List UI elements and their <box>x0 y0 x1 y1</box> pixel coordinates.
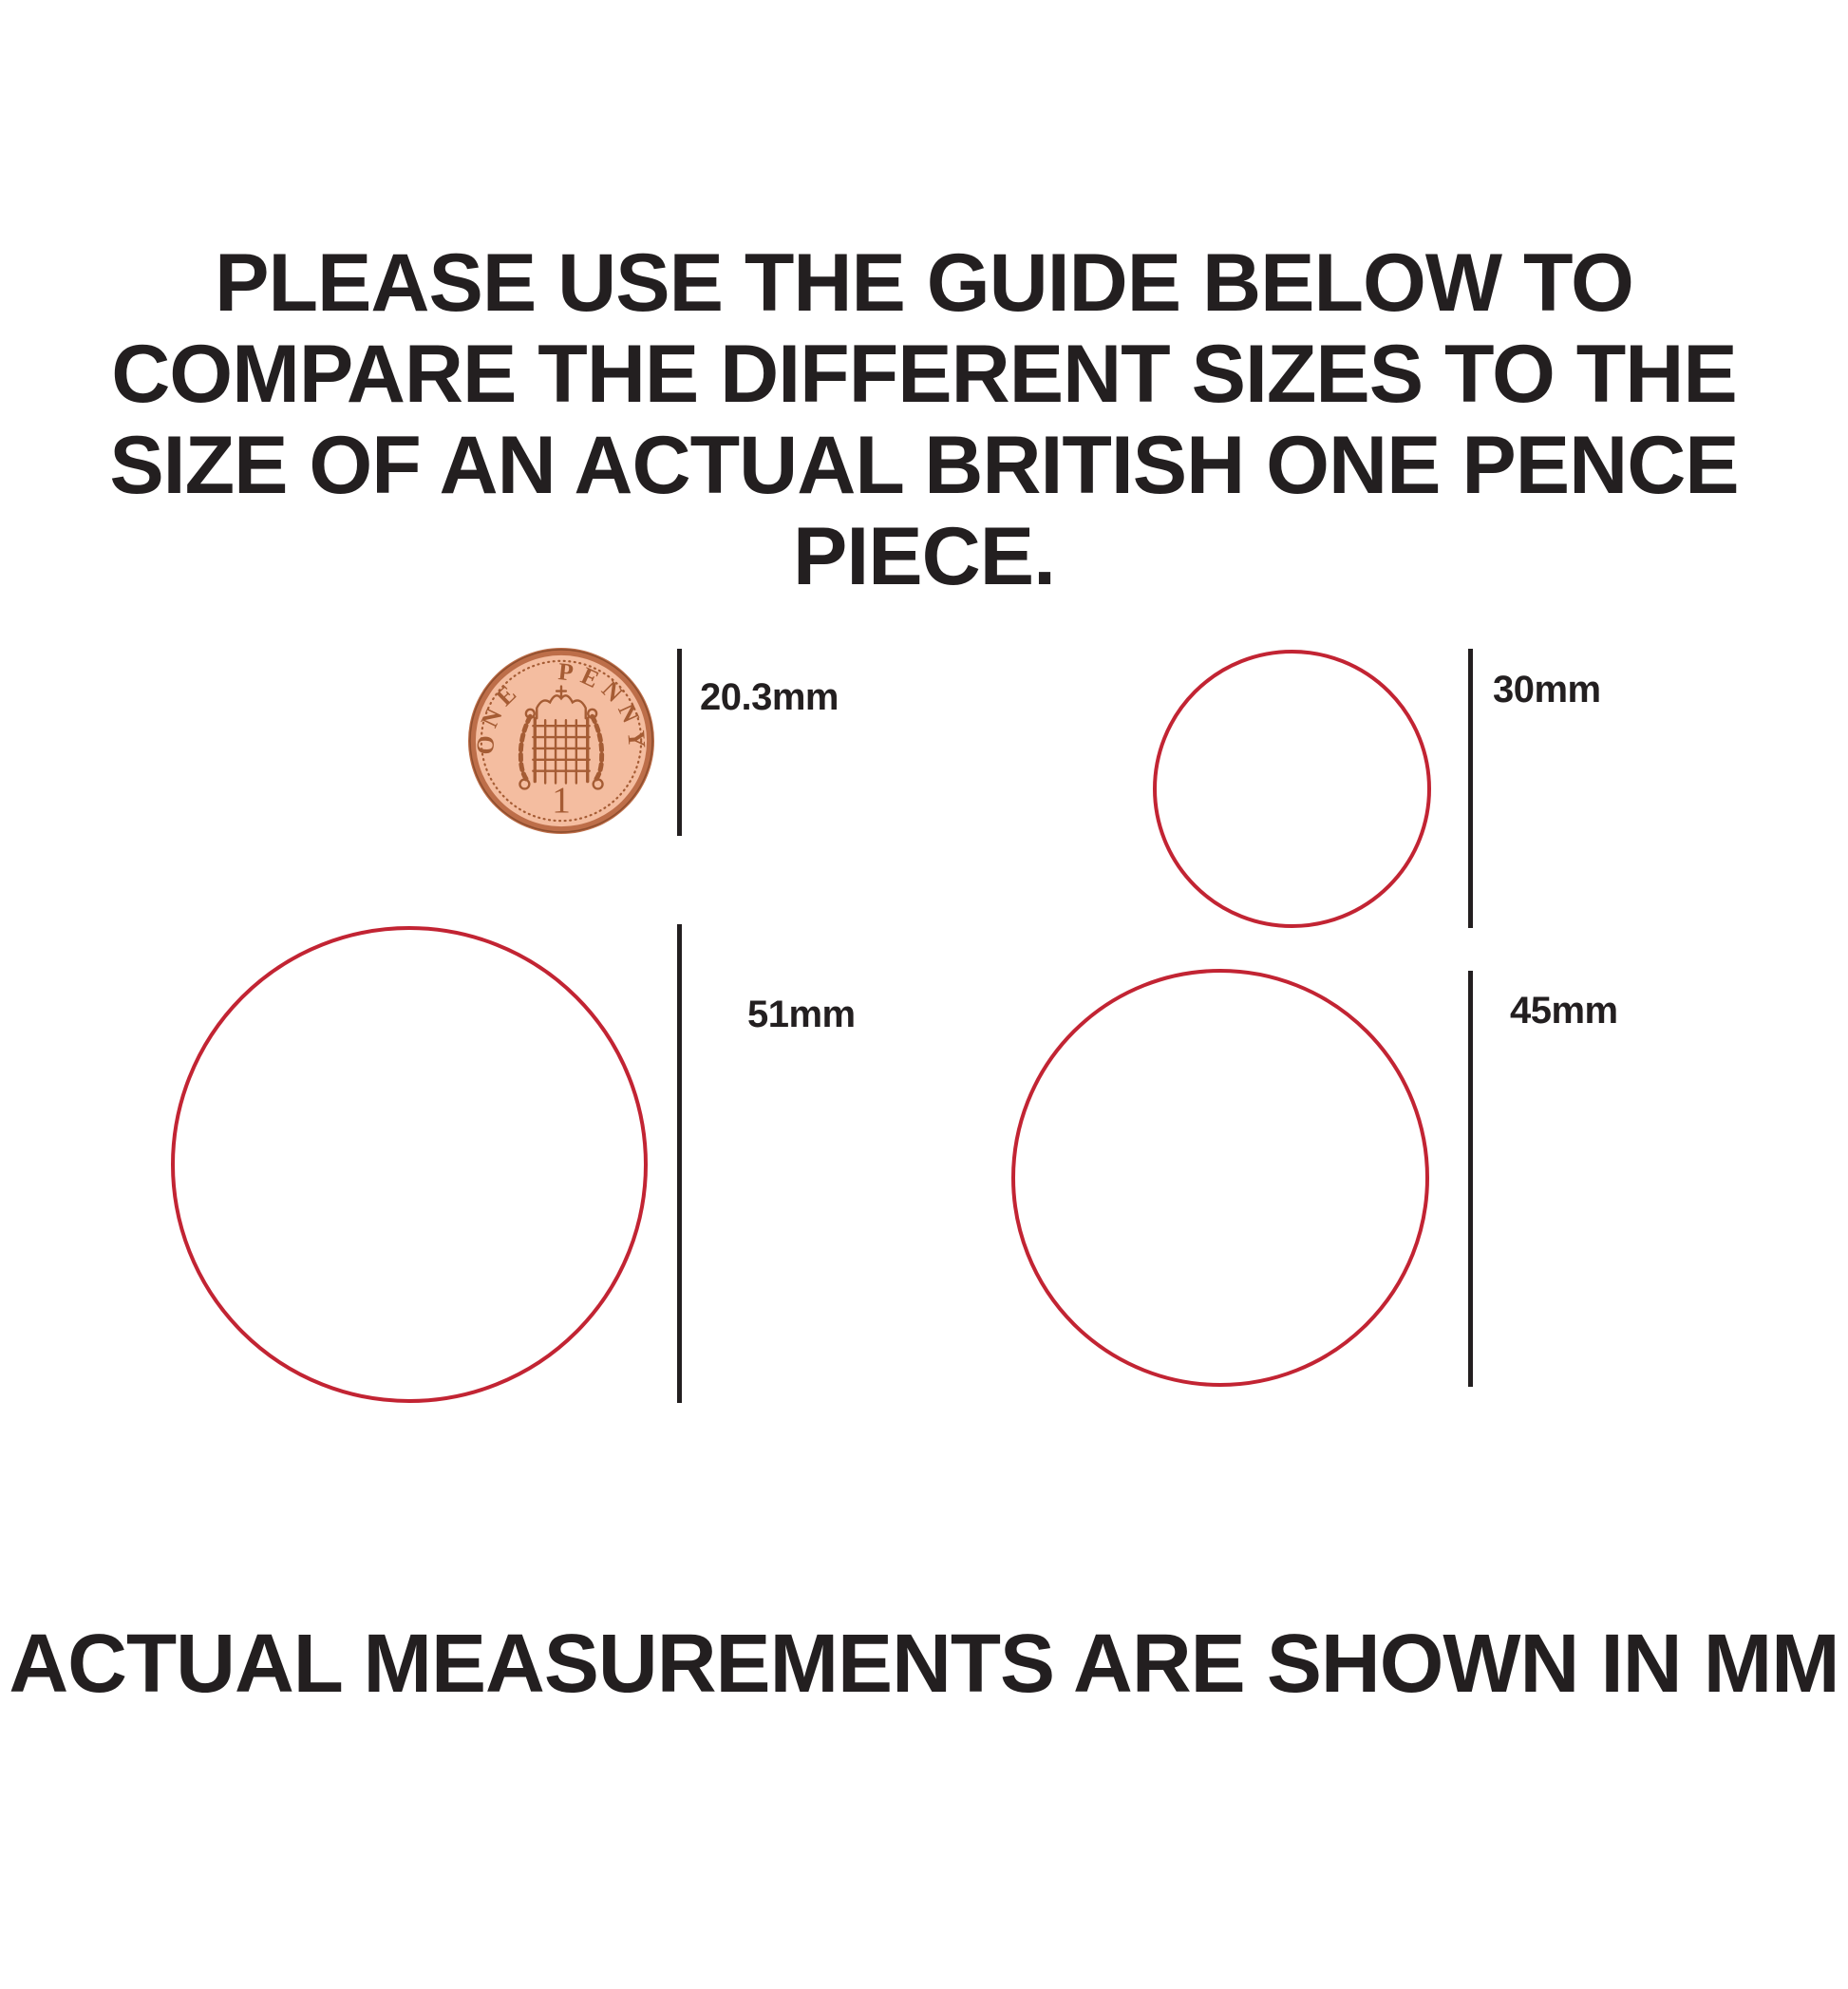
title-line-3: SIZE OF AN ACTUAL BRITISH ONE PENCE <box>109 420 1739 511</box>
title-line-1: PLEASE USE THE GUIDE BELOW TO <box>215 237 1634 329</box>
size-circle-45mm <box>1011 969 1429 1387</box>
coin-beaded-ring <box>480 659 643 823</box>
chain-ring-right <box>587 708 598 719</box>
portcullis-bars-horizontal <box>532 724 591 772</box>
footer-note: ACTUAL MEASUREMENTS ARE SHOWN IN MM <box>9 1618 1839 1710</box>
size-label-30mm: 30mm <box>1493 669 1601 710</box>
size-circle-30mm <box>1153 650 1431 928</box>
size-label-51mm: 51mm <box>747 994 856 1035</box>
shackle-left <box>519 778 531 790</box>
chain-right <box>590 713 605 783</box>
title-line-2: COMPARE THE DIFFERENT SIZES TO THE <box>111 329 1738 420</box>
measure-line-penny <box>677 649 682 836</box>
measure-line-30mm <box>1468 649 1473 928</box>
measure-line-45mm <box>1468 971 1473 1387</box>
size-circle-51mm <box>171 926 648 1403</box>
one-penny-coin-image: ONE PENNY 1 <box>467 647 655 835</box>
shackle-right <box>592 778 604 790</box>
size-label-45mm: 45mm <box>1510 990 1618 1032</box>
coin-rim-edge <box>469 649 653 833</box>
page-title: PLEASE USE THE GUIDE BELOW TO COMPARE TH… <box>0 237 1848 602</box>
portcullis-bars-vertical <box>543 719 578 785</box>
chain-left <box>518 713 533 783</box>
crown <box>536 694 587 720</box>
portcullis-emblem <box>518 685 605 790</box>
size-label-penny: 20.3mm <box>700 676 839 718</box>
coin-face <box>475 654 648 827</box>
measure-line-51mm <box>677 924 682 1403</box>
crown-cross <box>555 685 568 698</box>
chain-ring-left <box>524 708 536 719</box>
coin-denomination: 1 <box>552 779 571 821</box>
title-line-4: PIECE. <box>793 511 1056 602</box>
